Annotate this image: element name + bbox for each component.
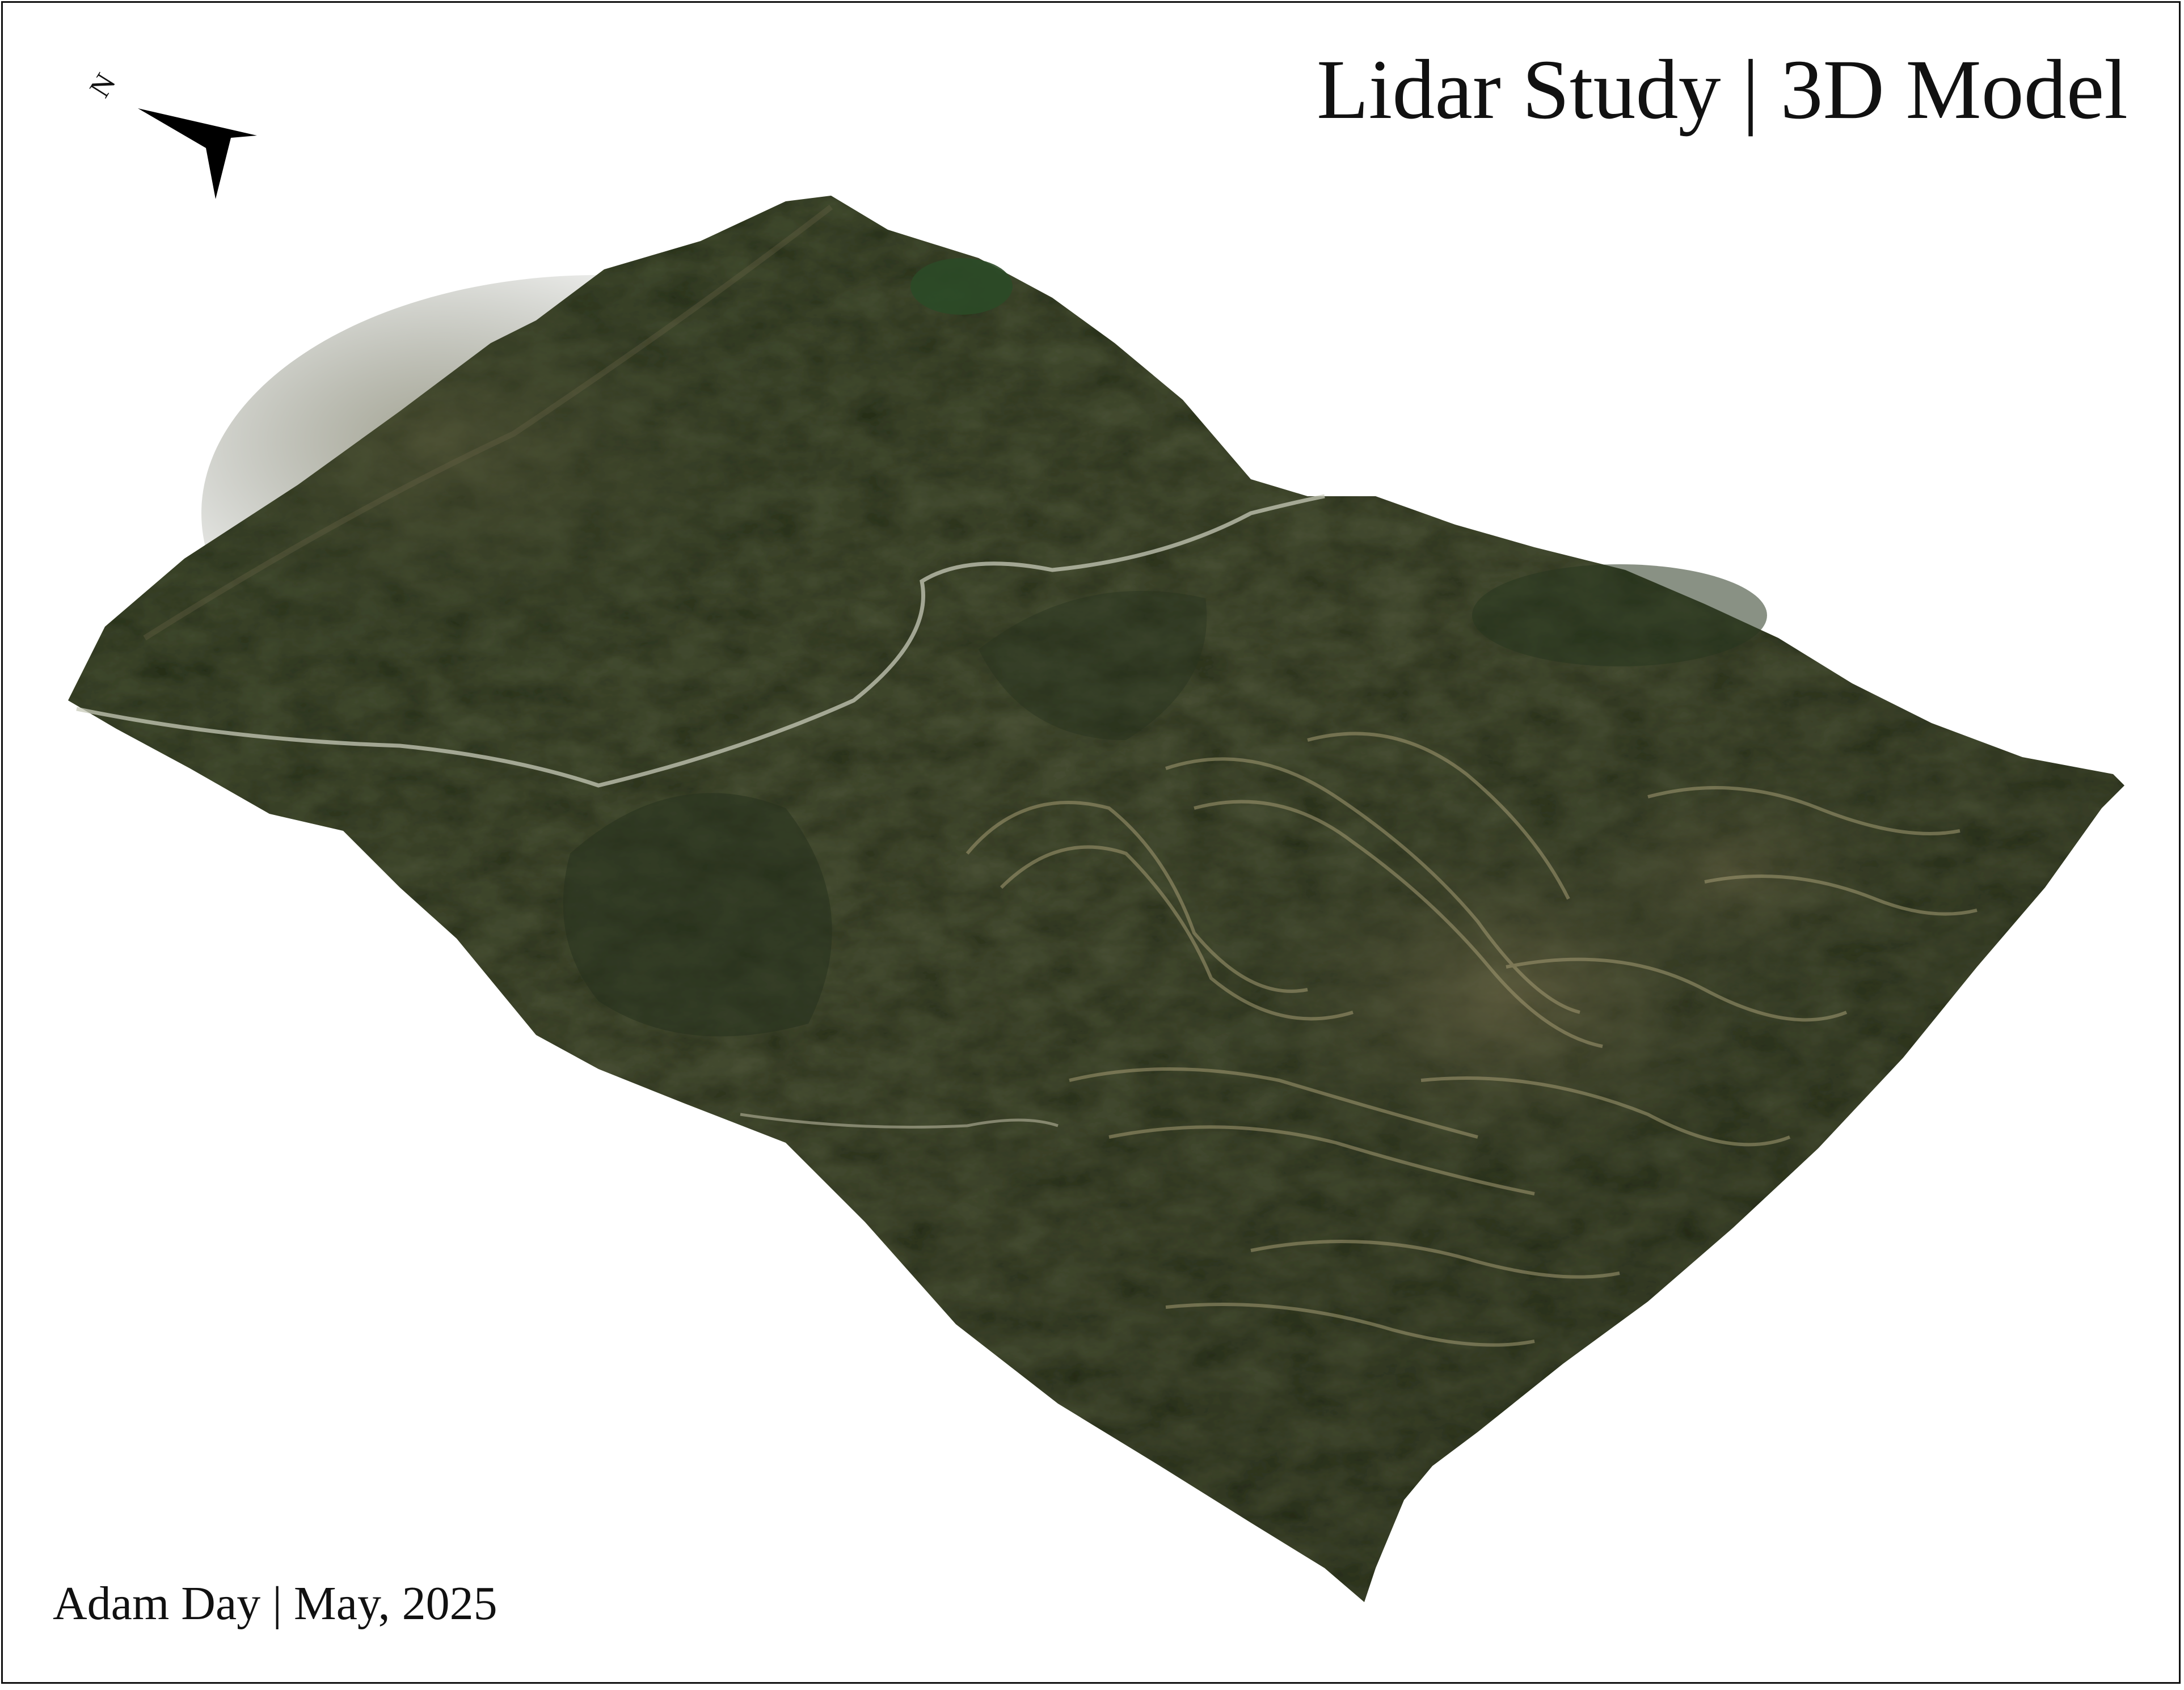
north-arrow-icon [138,108,257,199]
north-arrow: N [82,65,269,213]
terrain-3d-model [68,196,2124,1602]
map-credit: Adam Day | May, 2025 [53,1577,497,1630]
map-title: Lidar Study | 3D Model [1317,43,2128,137]
